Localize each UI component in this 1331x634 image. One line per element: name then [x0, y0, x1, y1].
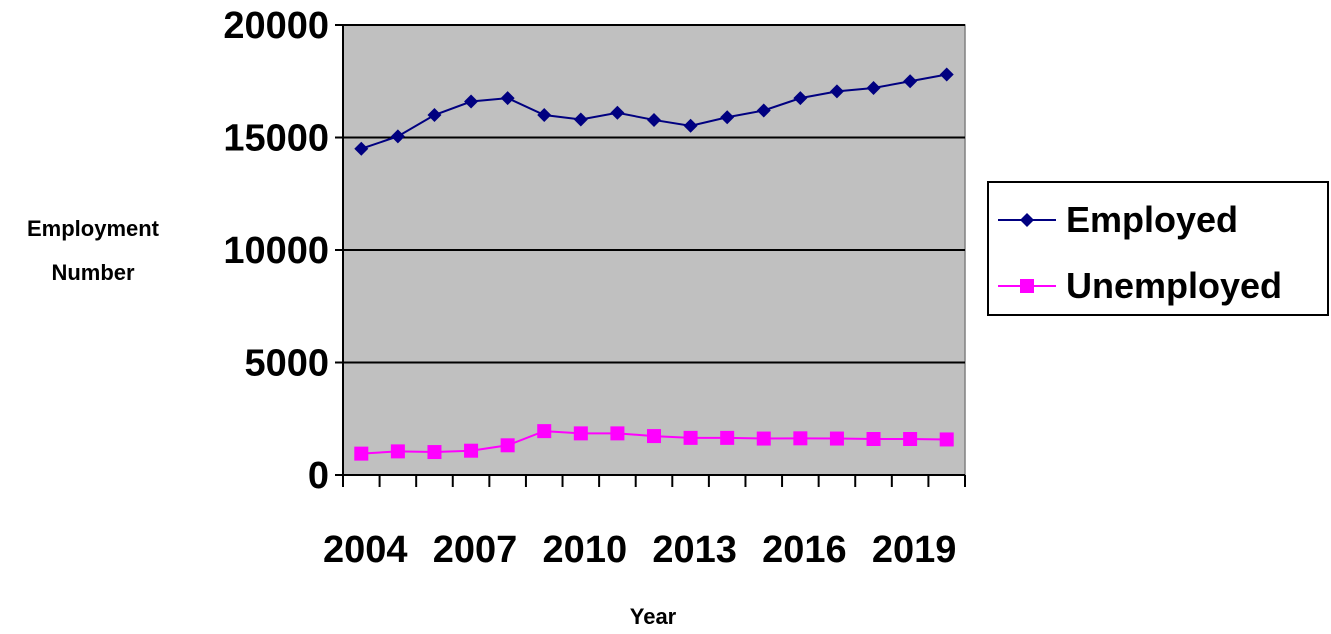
employed-point [464, 94, 479, 109]
series-unemployed [354, 424, 954, 461]
unemployed-point [537, 424, 552, 439]
unemployed-point [756, 431, 771, 446]
x-tick-label: 2007 [433, 529, 518, 571]
unemployed-point [610, 426, 625, 441]
employed-point [793, 91, 808, 106]
x-tick-label: 2013 [652, 529, 737, 571]
unemployed-point [427, 445, 442, 460]
y-axis-label-line-1: Employment [27, 216, 160, 241]
employed-point [720, 110, 735, 125]
unemployed-point [683, 430, 698, 445]
y-tick-labels: 0 5000 10000 15000 20000 [223, 5, 329, 497]
x-axis-label: Year [630, 604, 677, 629]
employed-point [647, 112, 661, 127]
y-tick-label: 15000 [223, 118, 329, 160]
employed-point [427, 108, 442, 122]
unemployed-point [829, 431, 844, 446]
axes [335, 24, 966, 487]
legend-marker [1020, 279, 1034, 293]
legend-label: Unemployed [1066, 265, 1282, 306]
series-layer [354, 67, 954, 461]
employed-point [903, 74, 918, 89]
unemployed-point [354, 446, 369, 461]
y-tick-label: 10000 [223, 230, 329, 272]
employed-point [683, 118, 698, 133]
y-tick-label: 5000 [244, 343, 329, 385]
legend-label: Employed [1066, 199, 1238, 240]
x-tick-label: 2010 [543, 529, 628, 571]
employed-point [390, 129, 405, 144]
unemployed-point [793, 431, 808, 446]
employed-point [354, 141, 369, 156]
series-employed [354, 67, 954, 156]
employed-point [573, 112, 588, 127]
unemployed-point [647, 429, 661, 444]
employed-point [610, 105, 625, 120]
unemployed-point [390, 444, 405, 459]
legend-box [987, 181, 1329, 316]
employed-point [756, 103, 771, 118]
employed-point [866, 81, 881, 95]
employed-point [537, 108, 552, 122]
unemployed-point [866, 432, 881, 446]
unemployed-point [573, 426, 588, 441]
legend: Employed Unemployed [987, 181, 1329, 316]
legend-marker [1020, 213, 1034, 227]
employed-point [500, 91, 515, 106]
y-tick-label: 0 [308, 455, 329, 497]
unemployed-point [500, 438, 515, 453]
employed-point [829, 84, 844, 99]
y-axis-label-line-2: Number [51, 260, 135, 285]
y-tick-label: 20000 [223, 5, 329, 47]
unemployed-point [720, 430, 735, 445]
unemployed-point [903, 432, 918, 446]
legend-item-unemployed: Unemployed [998, 265, 1282, 306]
unemployed-point [939, 432, 954, 447]
grid-lines [343, 24, 965, 364]
legend-item-employed: Employed [998, 199, 1238, 240]
x-tick-labels: 2004 2007 2010 2013 2016 2019 [323, 529, 956, 571]
employed-point [939, 67, 954, 82]
x-tick-label: 2016 [762, 529, 847, 571]
x-tick-label: 2004 [323, 529, 408, 571]
legend-items: Employed Unemployed [998, 199, 1282, 306]
unemployed-point [464, 443, 479, 458]
x-tick-label: 2019 [872, 529, 957, 571]
